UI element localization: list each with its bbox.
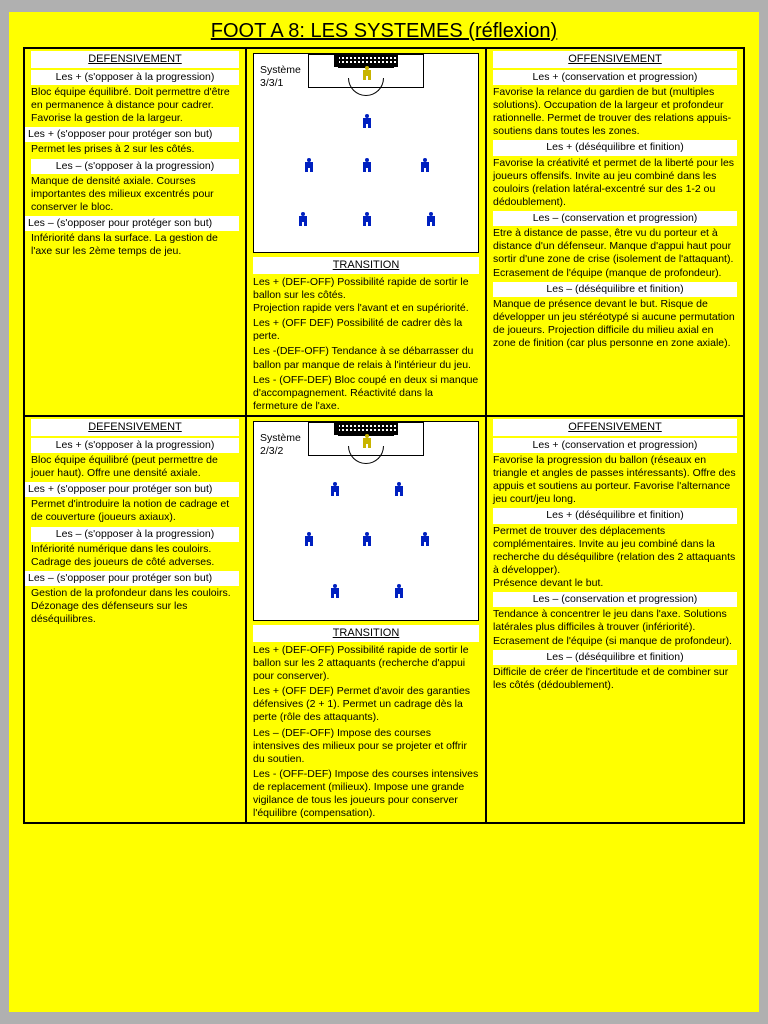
player-icon	[304, 158, 314, 172]
text-block: Infériorité numérique dans les couloirs.…	[25, 543, 245, 569]
player-icon	[420, 158, 430, 172]
section-heading: Les + (s'opposer à la progression)	[31, 70, 239, 85]
text-block: Manque de présence devant le but. Risque…	[487, 298, 743, 351]
offense-title: OFFENSIVEMENT	[493, 51, 737, 68]
player-icon	[330, 482, 340, 496]
text-block: Etre à distance de passe, être vu du por…	[487, 227, 743, 280]
text-block: Bloc équipe équilibré. Doit permettre d'…	[25, 86, 245, 125]
text-block: Les + (DEF-OFF) Possibilité rapide de so…	[247, 644, 485, 683]
section-heading: Les – (déséquilibre et finition)	[493, 650, 737, 665]
page: FOOT A 8: LES SYSTEMES (réflexion) DEFEN…	[9, 12, 759, 1012]
system-label: Système2/3/2	[260, 432, 301, 457]
defense-cell: DEFENSIVEMENT Les + (s'opposer à la progr…	[24, 48, 246, 416]
section-heading: Les + (conservation et progression)	[493, 438, 737, 453]
text-block: Favorise la créativité et permet de la l…	[487, 157, 743, 210]
player-icon	[394, 482, 404, 496]
text-block: Favorise la relance du gardien de but (m…	[487, 86, 743, 139]
section-heading: Les – (s'opposer pour protéger son but)	[25, 216, 239, 231]
pitch-diagram: Système2/3/2	[253, 421, 479, 621]
defense-title: DEFENSIVEMENT	[31, 51, 239, 68]
section-heading: Les + (conservation et progression)	[493, 70, 737, 85]
player-icon	[298, 212, 308, 226]
section-heading: Les – (conservation et progression)	[493, 592, 737, 607]
arc-icon	[348, 78, 384, 96]
player-icon	[394, 584, 404, 598]
player-icon	[362, 66, 372, 80]
text-block: Difficile de créer de l'incertitude et d…	[487, 666, 743, 692]
middle-cell: Système2/3/2 TRANSITION Les + (DEF-OFF) Po…	[246, 416, 486, 823]
text-block: Les + (OFF DEF) Permet d'avoir des garan…	[247, 685, 485, 724]
player-icon	[362, 114, 372, 128]
offense-cell: OFFENSIVEMENT Les + (conservation et prog…	[486, 48, 744, 416]
section-heading: Les + (s'opposer à la progression)	[31, 438, 239, 453]
player-icon	[330, 584, 340, 598]
text-block: Les -(DEF-OFF) Tendance à se débarrasser…	[247, 345, 485, 371]
text-block: Les – (DEF-OFF) Impose des courses inten…	[247, 727, 485, 766]
offense-cell: OFFENSIVEMENT Les + (conservation et prog…	[486, 416, 744, 823]
text-block: Permet d'introduire la notion de cadrage…	[25, 498, 245, 524]
text-block: Permet les prises à 2 sur les côtés.	[25, 143, 245, 156]
text-block: Les - (OFF-DEF) Bloc coupé en deux si ma…	[247, 374, 485, 413]
player-icon	[426, 212, 436, 226]
section-heading: Les + (déséquilibre et finition)	[493, 140, 737, 155]
player-icon	[362, 212, 372, 226]
text-block: Permet de trouver des déplacements compl…	[487, 525, 743, 591]
text-block: Tendance à concentrer le jeu dans l'axe.…	[487, 608, 743, 647]
transition-title: TRANSITION	[253, 257, 479, 274]
player-icon	[420, 532, 430, 546]
section-heading: Les – (conservation et progression)	[493, 211, 737, 226]
defense-title: DEFENSIVEMENT	[31, 419, 239, 436]
offense-title: OFFENSIVEMENT	[493, 419, 737, 436]
section-heading: Les + (s'opposer pour protéger son but)	[25, 127, 239, 142]
player-icon	[304, 532, 314, 546]
text-block: Bloc équipe équilibré (peut permettre de…	[25, 454, 245, 480]
text-block: Les - (OFF-DEF) Impose des courses inten…	[247, 768, 485, 821]
arc-icon	[348, 446, 384, 464]
text-block: Manque de densité axiale. Courses import…	[25, 175, 245, 214]
text-block: Les + (OFF DEF) Possibilité de cadrer dè…	[247, 317, 485, 343]
text-block: Les + (DEF-OFF) Possibilité rapide de so…	[247, 276, 485, 315]
page-title: FOOT A 8: LES SYSTEMES (réflexion)	[23, 20, 745, 43]
section-heading: Les – (s'opposer pour protéger son but)	[25, 571, 239, 586]
transition-title: TRANSITION	[253, 625, 479, 642]
systems-grid: DEFENSIVEMENT Les + (s'opposer à la progr…	[23, 47, 745, 824]
player-icon	[362, 532, 372, 546]
section-heading: Les – (s'opposer à la progression)	[31, 159, 239, 174]
text-block: Favorise la progression du ballon (résea…	[487, 454, 743, 507]
text-block: Gestion de la profondeur dans les couloi…	[25, 587, 245, 626]
section-heading: Les + (s'opposer pour protéger son but)	[25, 482, 239, 497]
player-icon	[362, 434, 372, 448]
section-heading: Les – (s'opposer à la progression)	[31, 527, 239, 542]
section-heading: Les + (déséquilibre et finition)	[493, 508, 737, 523]
section-heading: Les – (déséquilibre et finition)	[493, 282, 737, 297]
middle-cell: Système3/3/1 TRANSITION Les + (DEF-OFF) Po…	[246, 48, 486, 416]
system-label: Système3/3/1	[260, 64, 301, 89]
defense-cell: DEFENSIVEMENT Les + (s'opposer à la progr…	[24, 416, 246, 823]
text-block: Infériorité dans la surface. La gestion …	[25, 232, 245, 258]
player-icon	[362, 158, 372, 172]
pitch-diagram: Système3/3/1	[253, 53, 479, 253]
